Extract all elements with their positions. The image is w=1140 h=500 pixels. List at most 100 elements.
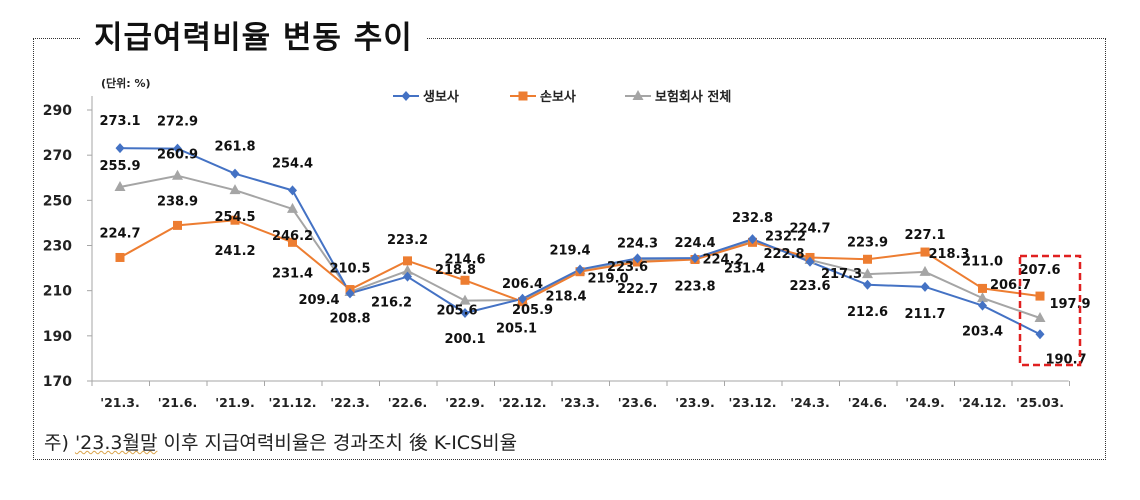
data-point-marker xyxy=(288,185,297,196)
x-tick-label: '23.9. xyxy=(675,395,714,410)
data-label: 241.2 xyxy=(214,244,255,259)
data-label: 212.6 xyxy=(847,305,888,320)
data-label: 246.2 xyxy=(272,229,313,244)
data-label: 223.8 xyxy=(674,280,715,295)
x-tick-label: '23.6. xyxy=(618,395,657,410)
data-point-marker xyxy=(403,271,412,282)
data-point-marker xyxy=(518,293,527,304)
data-label: 207.6 xyxy=(1019,263,1060,278)
x-tick-label: '24.12. xyxy=(958,395,1006,410)
footnote-date: '23.3월말 xyxy=(74,432,158,454)
data-label: 206.7 xyxy=(990,278,1031,293)
data-point-marker xyxy=(977,292,988,303)
data-point-marker xyxy=(862,268,873,279)
data-point-marker xyxy=(403,256,412,266)
data-point-marker xyxy=(172,169,183,180)
data-point-marker xyxy=(805,256,815,267)
x-tick-label: '24.3. xyxy=(790,395,829,410)
data-point-marker xyxy=(919,265,931,276)
x-tick-label: '22.3. xyxy=(330,395,369,410)
footnote: 주) '23.3월말 이후 지급여력비율은 경과조치 後 K-ICS비율 xyxy=(44,428,517,455)
data-label: 222.8 xyxy=(763,247,804,262)
data-label: 222.7 xyxy=(617,282,658,297)
data-point-marker xyxy=(748,234,757,245)
x-tick-label: '23.3. xyxy=(560,395,599,410)
data-point-marker xyxy=(1035,291,1045,301)
data-label: 223.6 xyxy=(607,260,648,275)
x-tick-label: '21.9. xyxy=(215,395,254,410)
data-label: 232.8 xyxy=(732,211,773,226)
data-label: 232.2 xyxy=(765,230,806,245)
data-label: 255.9 xyxy=(99,159,140,174)
x-tick-label: '21.3. xyxy=(100,395,139,410)
data-label: 219.4 xyxy=(549,243,590,258)
x-tick-label: '22.6. xyxy=(388,395,427,410)
data-label: 219.0 xyxy=(587,271,628,286)
data-point-marker xyxy=(459,294,471,305)
data-point-marker xyxy=(1035,329,1045,340)
data-label: 210.5 xyxy=(329,262,370,277)
legend-label: 손보사 xyxy=(540,89,576,105)
data-point-marker xyxy=(287,202,298,213)
data-label: 205.1 xyxy=(496,322,537,337)
data-point-marker xyxy=(863,254,872,264)
data-label: 238.9 xyxy=(157,194,198,209)
data-label: 273.1 xyxy=(99,114,140,129)
data-label: 218.3 xyxy=(928,247,969,262)
data-point-marker xyxy=(173,220,182,230)
y-tick-label: 230 xyxy=(43,239,72,255)
data-label: 223.9 xyxy=(847,235,888,250)
data-label: 209.4 xyxy=(298,293,339,308)
x-tick-label: '23.12. xyxy=(728,395,776,410)
data-point-marker xyxy=(1034,311,1046,322)
data-point-marker xyxy=(920,281,930,292)
data-point-marker xyxy=(288,237,297,247)
data-label: 224.3 xyxy=(617,236,658,251)
data-label: 197.9 xyxy=(1049,297,1090,312)
legend-label: 보험회사 전체 xyxy=(655,89,731,105)
data-label: 272.9 xyxy=(157,115,198,130)
data-label: 223.6 xyxy=(789,279,830,294)
data-label: 227.1 xyxy=(904,228,945,243)
data-point-marker xyxy=(460,275,470,285)
data-point-marker xyxy=(229,184,241,195)
data-point-marker xyxy=(345,288,355,299)
data-point-marker xyxy=(978,300,987,311)
data-point-marker xyxy=(230,215,240,225)
footnote-text: 이후 지급여력비율은 경과조치 後 K-ICS비율 xyxy=(157,432,518,454)
unit-label: (단위: %) xyxy=(101,76,151,90)
y-tick-label: 290 xyxy=(43,103,72,119)
data-label: 208.8 xyxy=(329,311,370,326)
data-label: 218.8 xyxy=(435,263,476,278)
x-tick-label: '24.9. xyxy=(905,395,944,410)
legend-marker xyxy=(632,90,644,100)
x-tick-label: '21.12. xyxy=(268,395,316,410)
data-label: 218.4 xyxy=(545,290,586,305)
data-label: 254.4 xyxy=(272,156,313,171)
data-point-marker xyxy=(575,264,585,275)
data-point-marker xyxy=(863,279,872,290)
data-label: 217.3 xyxy=(821,267,862,282)
data-point-marker xyxy=(230,168,240,179)
data-label: 200.1 xyxy=(444,332,485,347)
data-label: 224.7 xyxy=(789,221,830,236)
data-point-marker xyxy=(690,253,700,264)
data-point-marker xyxy=(920,247,930,257)
data-label: 254.5 xyxy=(214,210,255,225)
y-tick-label: 250 xyxy=(43,193,72,209)
data-point-marker xyxy=(114,181,126,192)
data-label: 231.4 xyxy=(724,261,765,276)
legend-marker xyxy=(401,91,411,101)
data-label: 224.7 xyxy=(99,226,140,241)
data-label: 205.9 xyxy=(512,303,553,318)
data-label: 211.0 xyxy=(962,254,1003,269)
data-label: 260.9 xyxy=(157,148,198,163)
data-label: 211.7 xyxy=(904,307,945,322)
data-label: 223.2 xyxy=(387,233,428,248)
data-label: 261.8 xyxy=(214,140,255,155)
data-label: 216.2 xyxy=(371,296,412,311)
data-point-marker xyxy=(115,252,125,262)
y-tick-label: 270 xyxy=(43,148,72,164)
data-label: 203.4 xyxy=(962,325,1003,340)
